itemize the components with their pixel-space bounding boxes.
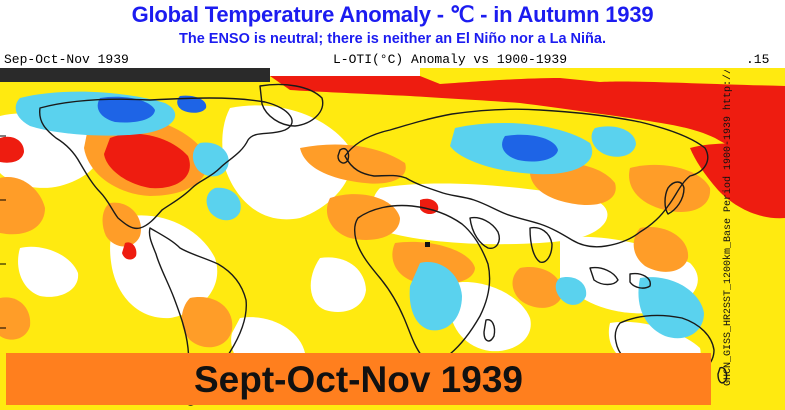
anomaly-map-canvas [0, 68, 785, 410]
map-header: Sep-Oct-Nov 1939 L-OTI(°C) Anomaly vs 19… [0, 52, 785, 68]
station-marker [425, 242, 430, 247]
missing-data-region [0, 68, 270, 82]
map-metric-label: L-OTI(°C) Anomaly vs 1900-1939 [333, 52, 568, 67]
global-mean-value: .15 [746, 52, 770, 67]
page-subtitle: The ENSO is neutral; there is neither an… [178, 31, 607, 47]
data-source-credit-text: GHCN_GISS_HR2SST_1200km_Base Period 1900… [723, 70, 734, 386]
neutral-region [270, 68, 420, 76]
season-banner-text: Sept-Oct-Nov 1939 [194, 359, 523, 400]
cool-anomaly-regions [15, 91, 704, 339]
anomaly-map [0, 68, 785, 410]
strong-cool-anomaly-regions [97, 95, 558, 162]
page-title: Global Temperature Anomaly - ℃ - in Autu… [131, 2, 654, 27]
season-banner: Sept-Oct-Nov 1939 [6, 353, 711, 405]
latitude-ticks [0, 135, 6, 329]
strong-warm-anomaly-regions [0, 76, 785, 260]
map-season-label: Sep-Oct-Nov 1939 [4, 52, 129, 67]
data-source-credit: GHCN_GISS_HR2SST_1200km_Base Period 1900… [717, 70, 735, 390]
